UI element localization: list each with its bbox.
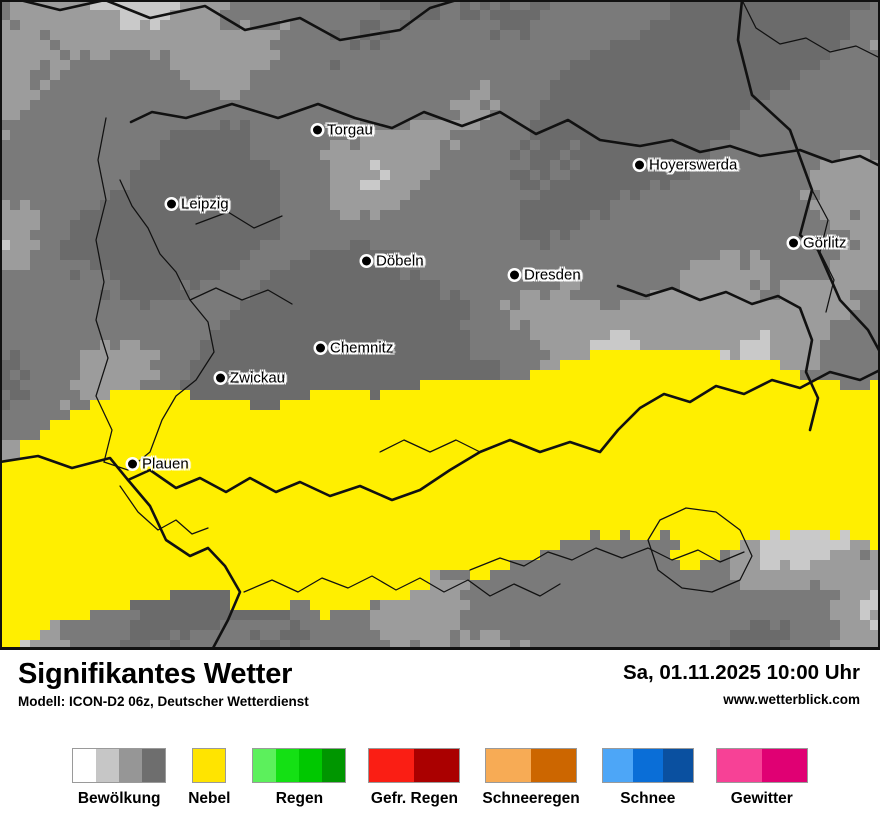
border-district-sw: [103, 179, 215, 471]
city-dot-icon: [635, 160, 644, 170]
legend-item-gefr-regen: Gefr. Regen: [357, 748, 471, 808]
legend-swatches: [601, 748, 694, 783]
city-marker-plauen[interactable]: Plauen: [128, 456, 189, 473]
footer-panel: Signifikantes Wetter Modell: ICON-D2 06z…: [0, 653, 880, 830]
legend-swatch: [369, 749, 415, 782]
legend-swatches: [252, 748, 347, 783]
border-district-west: [95, 117, 113, 463]
legend-swatch: [761, 749, 807, 782]
legend-swatch: [119, 749, 143, 782]
legend-label: Gefr. Regen: [370, 790, 458, 807]
meta-block: Sa, 01.11.2025 10:00 Uhr www.wetterblick…: [623, 661, 860, 707]
model-subtitle: Modell: ICON-D2 06z, Deutscher Wetterdie…: [18, 694, 309, 710]
border-district-s2: [243, 575, 561, 597]
city-marker-grlitz[interactable]: Görlitz: [789, 235, 846, 252]
legend-swatches: [192, 748, 227, 783]
city-label: Görlitz: [803, 234, 847, 252]
legend-swatch: [299, 749, 323, 782]
city-marker-chemnitz[interactable]: Chemnitz: [316, 340, 393, 357]
legend-label: Gewitter: [730, 790, 793, 807]
border-district-s1: [119, 485, 209, 535]
legend-swatch: [96, 749, 120, 782]
city-marker-dresden[interactable]: Dresden: [510, 267, 581, 284]
legend-swatch: [716, 749, 762, 782]
legend-label: Schnee: [620, 790, 676, 807]
city-marker-torgau[interactable]: Torgau: [313, 122, 373, 139]
legend: Bewölkung Nebel Regen Gefr. Regen Schneerege…: [0, 748, 880, 808]
city-dot-icon: [362, 256, 371, 266]
border-district-ne: [741, 0, 880, 59]
city-marker-zwickau[interactable]: Zwickau: [216, 370, 285, 387]
legend-label: Regen: [275, 790, 324, 807]
legend-swatch: [253, 749, 277, 782]
legend-swatches: [72, 748, 167, 783]
website-link[interactable]: www.wetterblick.com: [723, 692, 860, 707]
valid-time: Sa, 01.11.2025 10:00 Uhr: [622, 661, 860, 684]
legend-item-schneeregen: Schneeregen: [471, 748, 590, 808]
city-label: Hoyerswerda: [649, 156, 738, 174]
border-czech: [0, 454, 242, 647]
weather-map[interactable]: Torgau Hoyerswerda Leipzig Görlitz Döbeln Dre…: [0, 0, 880, 650]
border-district-mid: [189, 287, 293, 305]
border-poland: [616, 284, 820, 432]
city-marker-hoyerswerda[interactable]: Hoyerswerda: [635, 157, 737, 174]
legend-item-nebel: Nebel: [177, 748, 241, 808]
legend-swatch: [276, 749, 300, 782]
city-dot-icon: [316, 343, 325, 353]
border-district-erz: [379, 439, 481, 453]
weather-raster-layer: [0, 0, 880, 647]
city-dot-icon: [167, 199, 176, 209]
city-dot-icon: [313, 125, 322, 135]
legend-swatches: [715, 748, 808, 783]
city-label: Torgau: [327, 121, 373, 139]
border-district-lake: [647, 507, 753, 593]
legend-swatch: [193, 749, 226, 782]
city-label: Döbeln: [376, 252, 424, 270]
city-label: Dresden: [524, 266, 581, 284]
city-dot-icon: [789, 238, 798, 248]
border-district-center: [195, 211, 283, 229]
city-label: Plauen: [142, 455, 189, 473]
city-dot-icon: [128, 459, 137, 469]
footer-header: Signifikantes Wetter Modell: ICON-D2 06z…: [0, 653, 880, 725]
border-saxony-north: [129, 102, 880, 168]
legend-swatch: [632, 749, 663, 782]
border-saxony: [14, 0, 880, 354]
legend-item-regen: Regen: [241, 748, 357, 808]
political-borders-layer: [0, 0, 880, 647]
legend-swatch: [73, 749, 97, 782]
legend-swatches: [368, 748, 461, 783]
legend-item-bew-lkung: Bewölkung: [61, 748, 177, 808]
city-label: Chemnitz: [330, 339, 394, 357]
city-marker-leipzig[interactable]: Leipzig: [167, 196, 229, 213]
legend-label: Schneeregen: [482, 790, 580, 807]
legend-item-schnee: Schnee: [591, 748, 705, 808]
city-marker-dbeln[interactable]: Döbeln: [362, 253, 424, 270]
legend-swatches: [485, 748, 578, 783]
city-dot-icon: [216, 373, 225, 383]
legend-swatch: [662, 749, 693, 782]
legend-label: Nebel: [188, 790, 231, 807]
border-district-cz-north: [469, 547, 745, 571]
border-district-east: [811, 189, 835, 313]
legend-swatch: [486, 749, 532, 782]
border-czech-2: [126, 368, 880, 502]
legend-label: Bewölkung: [77, 790, 161, 807]
legend-swatch: [142, 749, 166, 782]
city-label: Leipzig: [181, 195, 229, 213]
legend-swatch: [531, 749, 577, 782]
legend-item-gewitter: Gewitter: [705, 748, 819, 808]
legend-swatch: [602, 749, 633, 782]
legend-swatch: [414, 749, 460, 782]
legend-swatch: [322, 749, 346, 782]
title-block: Signifikantes Wetter Modell: ICON-D2 06z…: [18, 658, 309, 710]
city-dot-icon: [510, 270, 519, 280]
city-label: Zwickau: [230, 369, 286, 387]
page-title: Signifikantes Wetter: [18, 658, 293, 690]
